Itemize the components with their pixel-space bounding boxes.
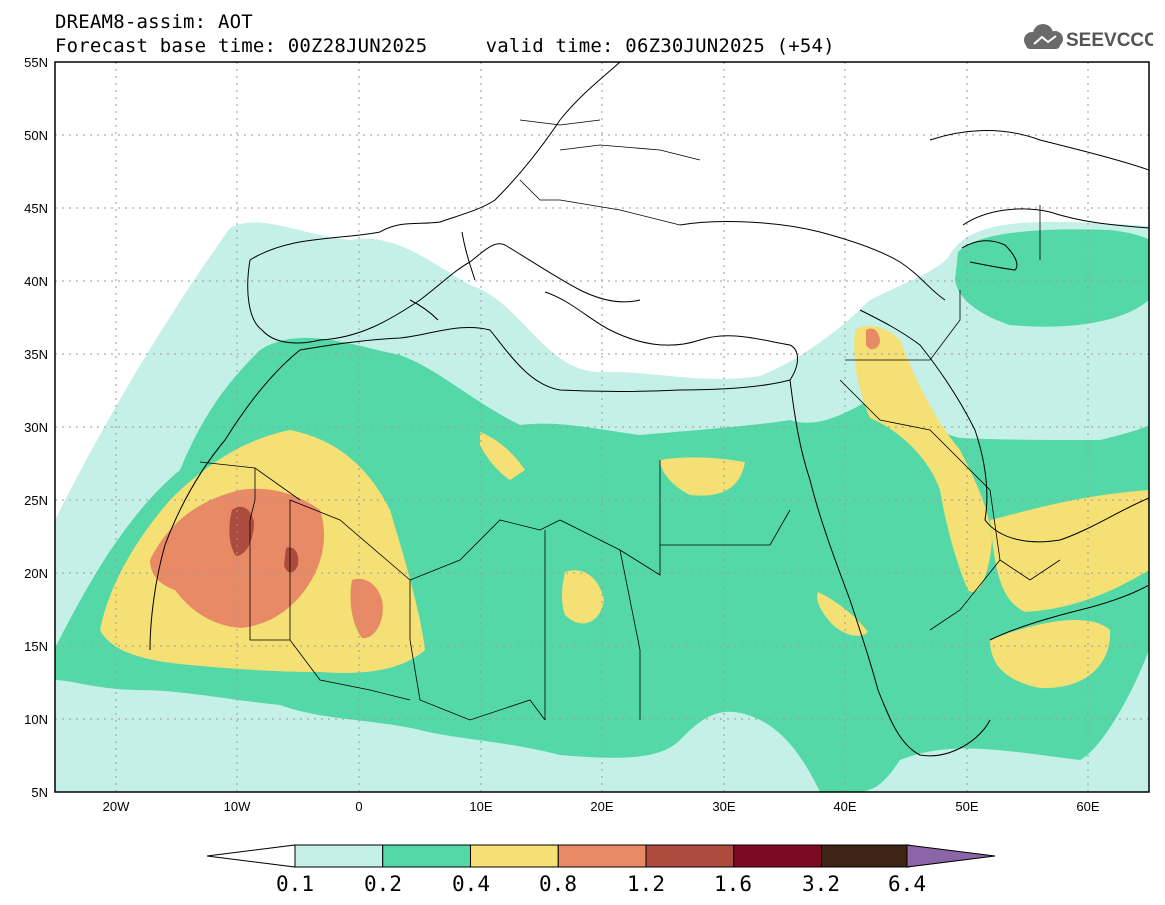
colorbar-label: 6.4 [888,872,926,896]
map-frame [54,61,1150,793]
aot-fields [55,221,1149,792]
longitude-labels: 20W 10W 0 10E 20E 30E 40E 50E 60E [103,799,1100,814]
map-gridlines [55,62,1149,792]
colorbar-label: 0.8 [539,872,577,896]
colorbar-cell [733,844,822,868]
lat-label: 5N [31,785,48,800]
colorbar-label: 1.2 [627,872,665,896]
colorbar-label: 0.4 [452,872,490,896]
lat-label: 50N [24,128,48,143]
colorbar [206,844,996,868]
lon-label: 20E [590,799,613,814]
lon-label: 30E [712,799,735,814]
country-borders [199,119,1061,721]
colorbar-label: 0.1 [276,872,314,896]
colorbar-cell [557,844,647,868]
chart-title-line-1: DREAM8-assim: AOT [55,11,253,33]
colorbar-cell [645,844,735,868]
chart-title-line-2: Forecast base time: 00Z28JUN2025 valid t… [55,35,835,57]
colorbar-cell [382,844,471,868]
latitude-labels: 55N 50N 45N 40N 35N 30N 25N 20N 15N 10N … [24,55,48,800]
lon-label: 40E [833,799,856,814]
lat-label: 10N [24,712,48,727]
lat-label: 45N [24,201,48,216]
lat-label: 35N [24,347,48,362]
colorbar-cell [821,844,910,868]
colorbar-high-arrow [906,844,996,868]
logo-text: SEEVCCC [1066,30,1153,51]
lat-label: 20N [24,566,48,581]
lon-label: 20W [103,799,130,814]
lat-label: 25N [24,493,48,508]
cloud-icon [1024,24,1063,49]
colorbar-label: 0.2 [364,872,402,896]
lon-label: 10W [224,799,251,814]
lat-label: 55N [24,55,48,70]
lon-label: 10E [469,799,492,814]
colorbar-label: 1.6 [714,872,752,896]
lat-label: 40N [24,274,48,289]
colorbar-cell [470,844,559,868]
coastlines [149,62,1149,757]
lat-label: 30N [24,420,48,435]
seevccc-logo: SEEVCCC [1024,24,1153,51]
lon-label: 0 [355,799,362,814]
lat-label: 15N [24,639,48,654]
colorbar-low-arrow [206,844,296,868]
colorbar-labels: 0.1 0.2 0.4 0.8 1.2 1.6 3.2 6.4 [276,872,926,896]
lon-label: 50E [955,799,978,814]
aot-level-1.2 [229,506,299,573]
colorbar-cell [294,844,384,868]
colorbar-label: 3.2 [802,872,840,896]
lon-label: 60E [1076,799,1099,814]
